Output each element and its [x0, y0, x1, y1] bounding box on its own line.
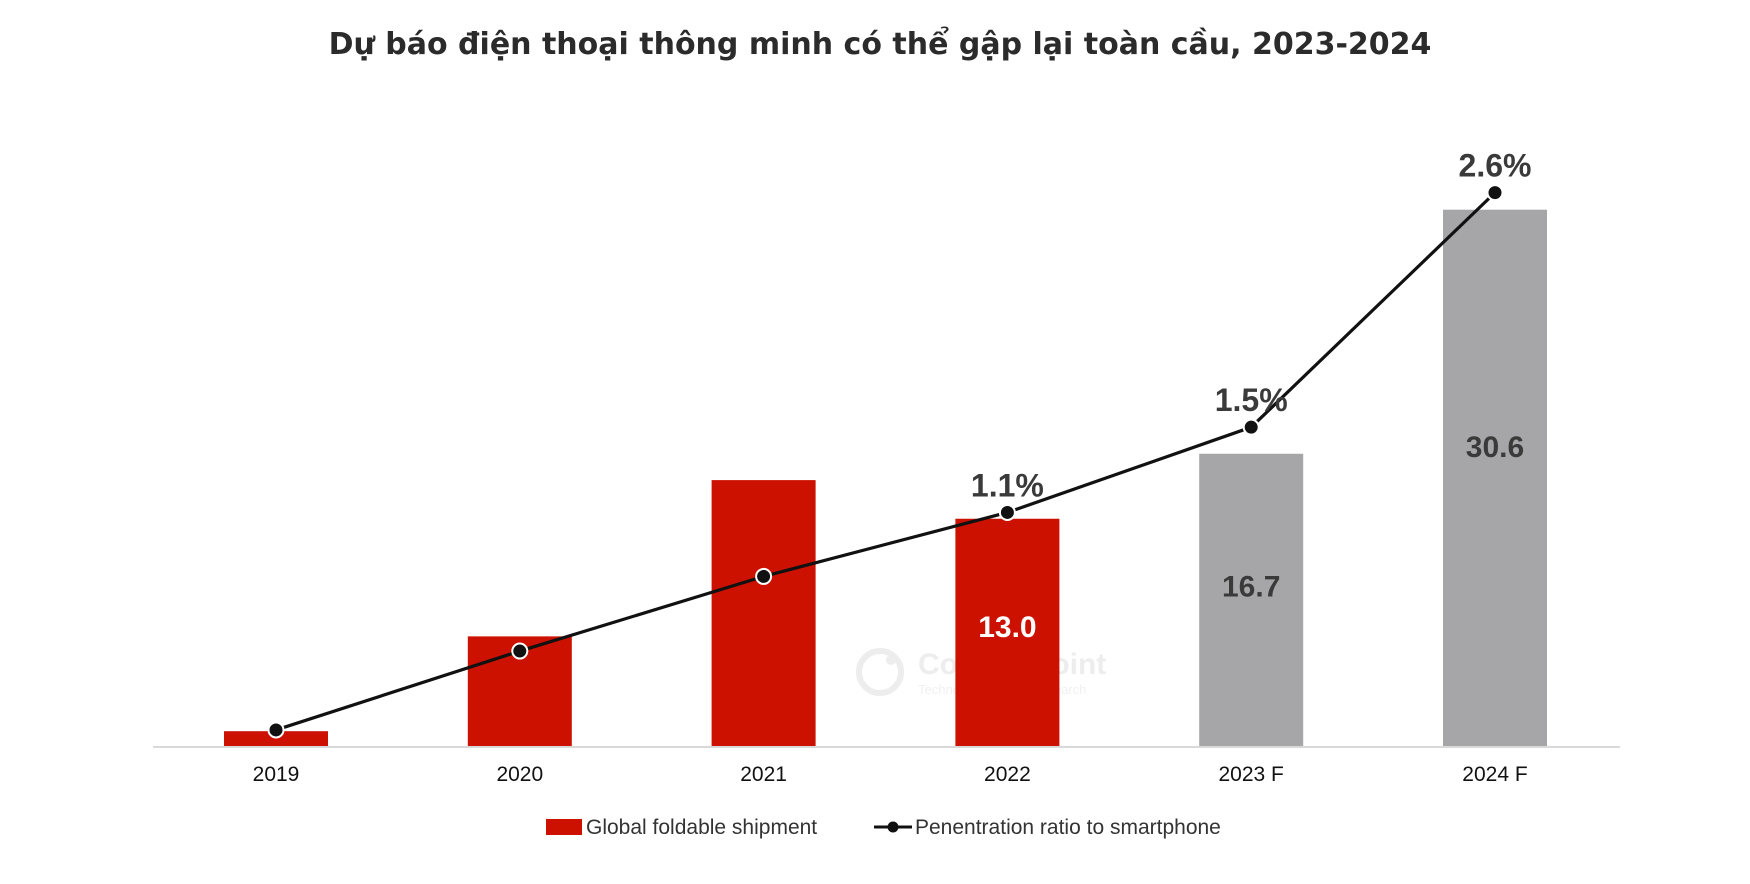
line-layer	[267, 184, 1504, 739]
line-point-2021	[755, 567, 773, 585]
pct-label: 2.6%	[1459, 148, 1532, 184]
x-tick-label: 2020	[496, 763, 543, 786]
watermark-logo-dot-icon	[886, 655, 896, 665]
bars-layer	[224, 209, 1547, 747]
x-tick-label: 2024 F	[1462, 763, 1527, 786]
labels-layer: 1.1% 1.5% 2.6% 13.0 16.7 30.6	[971, 148, 1532, 644]
penetration-line	[275, 191, 1497, 732]
line-point-2020	[511, 642, 529, 660]
bar-value-label: 13.0	[978, 611, 1036, 644]
line-point-2023-f	[1242, 418, 1260, 436]
legend-line-marker-icon	[887, 821, 899, 833]
bar-value-label: 30.6	[1466, 431, 1524, 464]
pct-label: 1.1%	[971, 467, 1044, 503]
bar-2023-f	[1199, 453, 1304, 747]
bar-value-label: 16.7	[1222, 571, 1280, 604]
x-tick-labels: 2019 2020 2021 2022 2023 F 2024 F	[253, 763, 1528, 786]
bar-2024-f	[1443, 209, 1547, 747]
legend-bar-swatch	[546, 819, 582, 835]
watermark-logo-icon	[856, 648, 904, 696]
legend-line-label: Penentration ratio to smartphone	[915, 816, 1221, 839]
line-point-2024-f	[1486, 184, 1504, 202]
legend: Global foldable shipment Penentration ra…	[546, 816, 1221, 839]
line-point-2022	[998, 503, 1016, 521]
bar-2022	[955, 518, 1060, 747]
legend-bar-label: Global foldable shipment	[586, 816, 817, 839]
x-tick-label: 2021	[740, 763, 787, 786]
chart-title: Dự báo điện thoại thông minh có thể gập …	[329, 26, 1432, 62]
bar-2021	[711, 480, 816, 747]
pct-label: 1.5%	[1215, 382, 1288, 418]
x-tick-label: 2022	[984, 763, 1031, 786]
bar-2019	[224, 731, 328, 747]
x-tick-label: 2023 F	[1219, 763, 1284, 786]
x-tick-label: 2019	[253, 763, 300, 786]
line-point-2019	[267, 721, 285, 739]
